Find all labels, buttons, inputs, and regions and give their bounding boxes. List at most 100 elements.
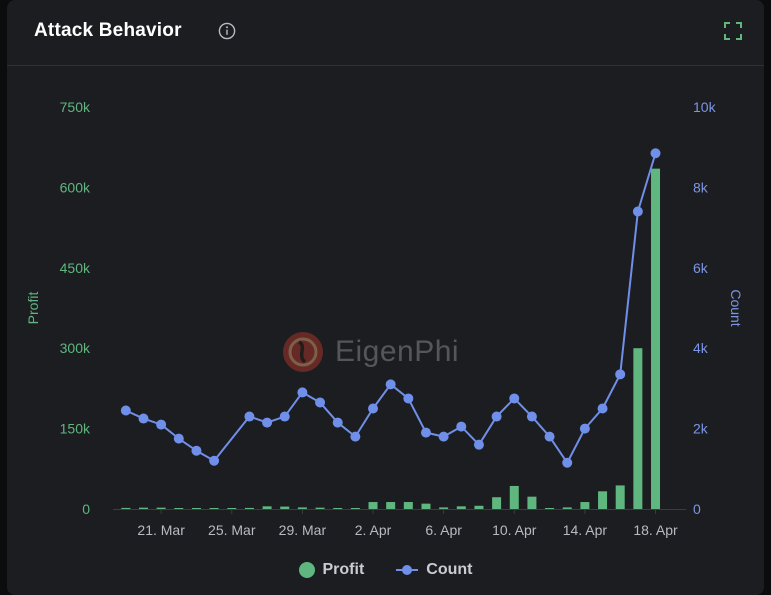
profit-bar	[403, 502, 413, 509]
profit-bar	[280, 506, 290, 509]
count-point	[173, 433, 184, 444]
count-point	[350, 431, 361, 442]
y-right-axis-title: Count	[728, 289, 744, 326]
profit-bar	[633, 348, 643, 509]
count-point	[156, 419, 167, 430]
count-point	[138, 413, 149, 424]
count-point	[650, 148, 661, 159]
y-right-tick-label: 6k	[693, 260, 709, 276]
profit-bar	[191, 508, 201, 509]
watermark: EigenPhi	[281, 330, 459, 374]
card-title: Attack Behavior	[34, 20, 182, 41]
count-point	[579, 423, 590, 434]
count-point	[491, 411, 502, 422]
count-point	[473, 439, 484, 450]
profit-bar	[439, 507, 449, 509]
profit-bar	[509, 485, 519, 509]
count-point	[368, 403, 379, 414]
count-point	[526, 411, 537, 422]
legend-marker-profit	[298, 562, 315, 578]
count-point	[120, 405, 131, 416]
profit-bar	[456, 506, 466, 509]
card-header: Attack Behavior	[7, 0, 764, 66]
y-right-tick-label: 10k	[693, 99, 717, 115]
profit-bar	[350, 508, 360, 509]
profit-bar	[333, 508, 343, 509]
profit-bar	[138, 507, 148, 509]
profit-bar	[156, 507, 166, 509]
expand-icon[interactable]	[724, 22, 742, 40]
y-right-tick-label: 8k	[693, 179, 709, 195]
legend-item-count[interactable]: Count	[396, 561, 472, 579]
profit-bar	[368, 502, 378, 509]
y-right-tick-label: 2k	[693, 421, 709, 437]
count-point	[403, 393, 414, 404]
profit-bar	[562, 507, 572, 509]
x-tick-label: 14. Apr	[563, 522, 608, 538]
profit-bar	[598, 491, 608, 509]
profit-bar	[474, 505, 484, 509]
legend-label-profit: Profit	[322, 561, 365, 578]
watermark-text: EigenPhi	[335, 335, 460, 368]
y-left-tick-label: 300k	[60, 340, 91, 356]
y-left-axis-title: Profit	[25, 292, 41, 325]
profit-bar	[297, 507, 307, 509]
profit-bar	[386, 502, 396, 509]
profit-bar	[527, 496, 537, 509]
count-point	[562, 457, 573, 468]
profit-bar	[492, 497, 502, 509]
count-point	[385, 379, 396, 390]
y-left-tick-label: 750k	[60, 99, 91, 115]
legend-marker-count	[396, 562, 419, 578]
profit-bar	[227, 508, 237, 509]
count-point	[509, 393, 520, 404]
count-point	[244, 411, 255, 422]
x-tick-label: 25. Mar	[208, 522, 256, 538]
y-left-tick-label: 600k	[60, 179, 91, 195]
y-left-tick-label: 450k	[60, 260, 91, 276]
count-point	[279, 411, 290, 422]
profit-bar	[421, 503, 431, 509]
profit-bar	[262, 506, 272, 509]
profit-bar	[615, 485, 625, 509]
eigenphi-logo-icon	[283, 332, 323, 372]
profit-bar	[651, 168, 661, 509]
x-tick-label: 18. Apr	[633, 522, 678, 538]
count-point	[420, 427, 431, 438]
x-tick-label: 21. Mar	[137, 522, 185, 538]
y-right-tick-label: 4k	[693, 340, 709, 356]
profit-bar	[244, 507, 254, 509]
legend-item-profit[interactable]: Profit	[298, 561, 365, 579]
chart-legend: Profit Count	[7, 558, 764, 582]
count-point	[544, 431, 555, 442]
y-left-tick-label: 0	[82, 501, 90, 517]
profit-bar	[315, 507, 325, 509]
x-tick-label: 10. Apr	[492, 522, 537, 538]
count-point	[597, 403, 608, 414]
y-left-tick-label: 150k	[60, 421, 91, 437]
chart-plot: 0 150k 300k 450k 600k 750k 0 2k 4k 6k 8k 10k Profit C…	[25, 99, 744, 538]
count-point	[297, 387, 308, 398]
count-point	[332, 417, 343, 428]
chart-card: Attack Behavior EigenPhi 0 150k 300k 450k 60…	[7, 0, 764, 595]
profit-bar	[121, 507, 131, 509]
profit-bar	[545, 508, 555, 509]
x-tick-label: 2. Apr	[355, 522, 392, 538]
info-circle-icon[interactable]	[218, 22, 236, 40]
legend-label-count: Count	[426, 561, 473, 578]
count-line	[125, 152, 657, 464]
count-point	[209, 455, 220, 466]
count-point	[191, 445, 202, 456]
profit-bar	[174, 508, 184, 509]
count-point	[315, 397, 326, 408]
x-tick-label: 6. Apr	[425, 522, 462, 538]
y-right-tick-label: 0	[693, 501, 701, 517]
count-point	[438, 431, 449, 442]
x-tick-label: 29. Mar	[279, 522, 327, 538]
profit-bar	[580, 502, 590, 509]
count-point	[632, 206, 643, 217]
profit-bar	[209, 508, 219, 509]
count-point	[262, 417, 273, 428]
count-point	[615, 369, 626, 380]
count-point	[456, 421, 467, 432]
